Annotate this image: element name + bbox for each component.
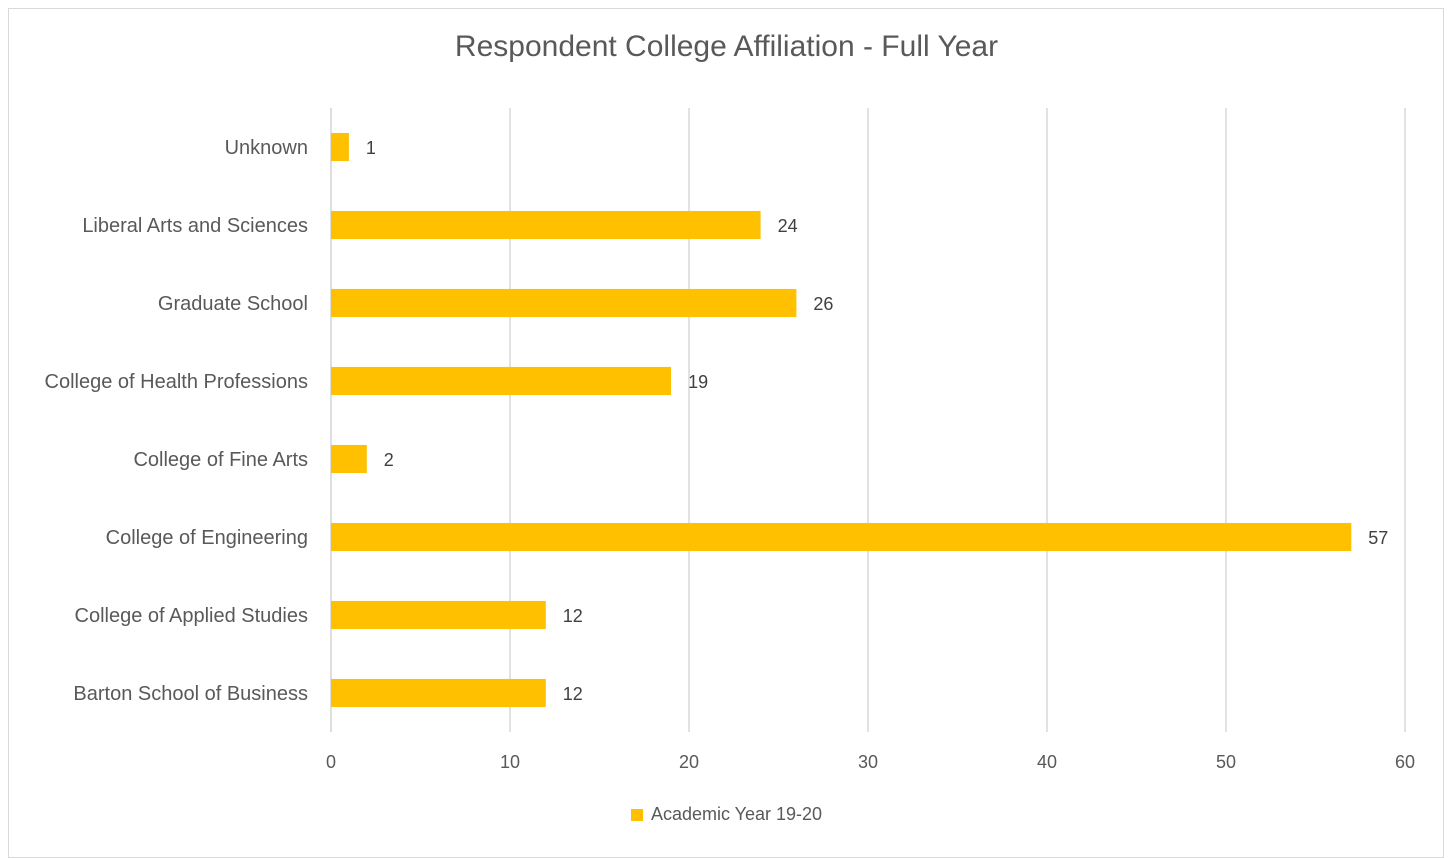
x-tick-label: 0 (326, 752, 336, 772)
chart-title: Respondent College Affiliation - Full Ye… (454, 30, 999, 63)
x-tick-label: 20 (679, 752, 699, 772)
category-label: Unknown (225, 137, 308, 159)
category-labels: Barton School of Business College of Appl… (45, 137, 308, 705)
data-label: 12 (563, 684, 583, 704)
data-labels: 12 12 57 2 19 26 24 1 (366, 138, 1388, 704)
x-tick-label: 60 (1395, 752, 1415, 772)
bar (331, 288, 797, 318)
bar (331, 444, 367, 474)
data-label: 24 (778, 216, 798, 236)
x-tick-label: 40 (1037, 752, 1057, 772)
x-axis-tick-labels: 0 10 20 30 40 50 60 (326, 752, 1415, 772)
data-label: 19 (688, 372, 708, 392)
data-label: 26 (813, 294, 833, 314)
chart-frame (8, 8, 1444, 858)
bar (331, 678, 546, 708)
x-tick-label: 50 (1216, 752, 1236, 772)
bars (331, 132, 1352, 708)
category-label: College of Health Professions (45, 371, 308, 393)
legend-label: Academic Year 19-20 (650, 804, 823, 824)
legend-swatch (630, 808, 643, 821)
x-tick-label: 30 (858, 752, 878, 772)
data-label: 57 (1368, 528, 1388, 548)
data-label: 2 (384, 450, 394, 470)
bar (331, 600, 546, 630)
bar (331, 132, 349, 162)
category-label: Liberal Arts and Sciences (82, 215, 308, 237)
category-label: College of Engineering (106, 527, 308, 549)
category-label: Barton School of Business (73, 683, 308, 705)
category-label: Graduate School (158, 293, 308, 315)
category-label: College of Fine Arts (133, 449, 308, 471)
data-label: 12 (563, 606, 583, 626)
legend: Academic Year 19-20 (0, 804, 1453, 825)
bar (331, 210, 761, 240)
data-label: 1 (366, 138, 376, 158)
x-tick-label: 10 (500, 752, 520, 772)
bar (331, 522, 1352, 552)
gridlines (330, 108, 1406, 732)
bar (331, 366, 672, 396)
category-label: College of Applied Studies (75, 605, 309, 627)
